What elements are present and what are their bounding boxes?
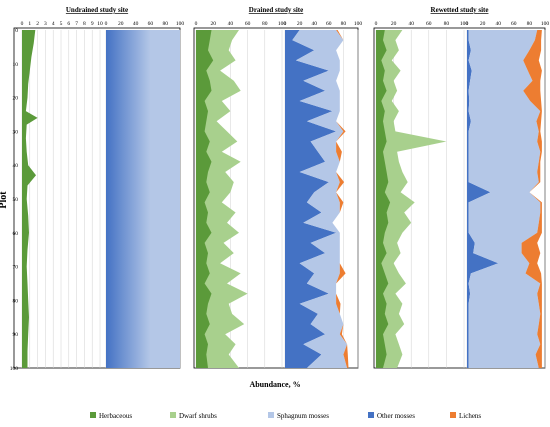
x-tick-label: 60 xyxy=(326,21,332,27)
y-tick-label: 50 xyxy=(13,197,19,203)
x-tick-label: 5 xyxy=(60,21,63,27)
x-tick-label: 9 xyxy=(91,21,94,27)
legend-swatch xyxy=(90,412,96,418)
x-tick-label: 20 xyxy=(391,21,397,27)
x-tick-label: 80 xyxy=(444,21,450,27)
legend-swatch xyxy=(450,412,456,418)
panel-title: Undrained study site xyxy=(66,6,128,14)
legend-swatch xyxy=(170,412,176,418)
x-tick-label: 6 xyxy=(67,21,70,27)
legend-label: Herbaceous xyxy=(99,412,132,420)
legend-label: Dwarf shrubs xyxy=(179,412,217,420)
y-tick-label: 10 xyxy=(13,62,19,68)
x-tick-label: 80 xyxy=(527,21,533,27)
herbaceous-area xyxy=(376,30,391,368)
x-tick-label: 100 xyxy=(460,21,469,27)
legend-swatch xyxy=(268,412,274,418)
x-tick-label: 2 xyxy=(36,21,39,27)
y-tick-label: 40 xyxy=(13,163,19,169)
other-mosses-area xyxy=(467,30,499,368)
y-tick-label: 90 xyxy=(13,332,19,338)
x-tick-label: 60 xyxy=(426,21,432,27)
x-tick-label: 80 xyxy=(162,21,168,27)
y-tick-label: 70 xyxy=(13,265,19,271)
x-tick-label: 0 xyxy=(195,21,198,27)
x-tick-label: 0 xyxy=(284,21,287,27)
panel-title: Drained study site xyxy=(249,6,303,14)
x-tick-label: 0 xyxy=(466,21,469,27)
x-tick-label: 100 xyxy=(278,21,287,27)
x-tick-label: 40 xyxy=(228,21,234,27)
lichens-area xyxy=(332,30,349,368)
dwarf-shrubs-area xyxy=(376,30,447,368)
x-tick-label: 20 xyxy=(118,21,124,27)
x-tick-label: 40 xyxy=(495,21,501,27)
x-tick-label: 20 xyxy=(297,21,303,27)
x-tick-label: 40 xyxy=(408,21,414,27)
sphagnum-mosses-area xyxy=(106,30,180,368)
x-tick-label: 20 xyxy=(480,21,486,27)
x-tick-label: 80 xyxy=(262,21,268,27)
x-tick-label: 10 xyxy=(97,21,103,27)
x-tick-label: 100 xyxy=(354,21,363,27)
x-tick-label: 100 xyxy=(541,21,550,27)
sphagnum-mosses-area xyxy=(468,30,541,368)
x-tick-label: 60 xyxy=(511,21,517,27)
x-tick-label: 0 xyxy=(375,21,378,27)
panel-title: Rewetted study site xyxy=(431,6,489,14)
other-mosses-area xyxy=(285,30,337,368)
x-tick-label: 20 xyxy=(210,21,216,27)
y-tick-label: 20 xyxy=(13,96,19,102)
y-tick-label: 100 xyxy=(10,366,19,372)
y-tick-label: 30 xyxy=(13,129,19,135)
dwarf-shrubs-area xyxy=(196,30,248,368)
y-tick-label: 60 xyxy=(13,231,19,237)
x-tick-label: 0 xyxy=(105,21,108,27)
legend-label: Other mosses xyxy=(377,412,415,420)
x-tick-label: 40 xyxy=(311,21,317,27)
x-tick-label: 60 xyxy=(148,21,154,27)
x-tick-label: 100 xyxy=(176,21,185,27)
x-tick-label: 4 xyxy=(52,21,55,27)
lichens-area xyxy=(521,30,542,368)
y-tick-label: 80 xyxy=(13,298,19,304)
herbaceous-area xyxy=(22,30,38,368)
x-tick-label: 40 xyxy=(133,21,139,27)
herbaceous-area xyxy=(196,30,214,368)
x-tick-label: 60 xyxy=(245,21,251,27)
legend-swatch xyxy=(368,412,374,418)
x-tick-label: 0 xyxy=(21,21,24,27)
x-axis-label: Abundance, % xyxy=(249,380,300,389)
x-tick-label: 7 xyxy=(75,21,78,27)
y-tick-label: 0 xyxy=(15,28,18,34)
x-tick-label: 8 xyxy=(83,21,86,27)
y-axis-label: Plot xyxy=(0,191,9,209)
x-tick-label: 80 xyxy=(341,21,347,27)
legend-label: Lichens xyxy=(459,412,481,420)
x-tick-label: 1 xyxy=(28,21,31,27)
x-tick-label: 3 xyxy=(44,21,47,27)
legend-label: Sphagnum mosses xyxy=(277,412,329,420)
sphagnum-mosses-area xyxy=(292,30,348,368)
